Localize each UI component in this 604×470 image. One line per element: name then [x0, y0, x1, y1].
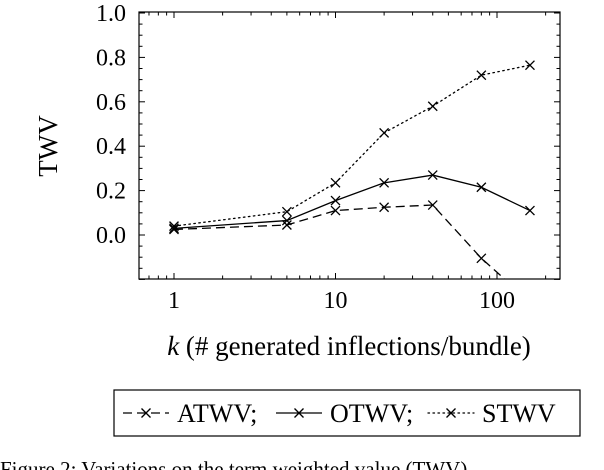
x-axis-title: k (# generated inflections/bundle) — [167, 331, 531, 361]
legend-entry-stwv: STWV — [427, 399, 556, 428]
series-layer — [169, 60, 535, 306]
legend-label-atwv: ATWV; — [177, 399, 257, 428]
data-point-atwv — [281, 220, 292, 230]
data-point-atwv — [525, 297, 534, 306]
legend-label-stwv: STWV — [482, 399, 556, 428]
data-point-atwv — [476, 253, 487, 264]
y-tick-label: 0.8 — [96, 45, 126, 71]
legend-marker-atwv — [141, 408, 151, 418]
series-line-atwv — [173, 204, 506, 279]
legend-items: ATWV; OTWV; STWV — [123, 399, 556, 428]
legend-marker-stwv — [446, 408, 456, 418]
x-tick-label: 10 — [324, 288, 348, 314]
legend-entry-otwv: OTWV; — [276, 399, 413, 428]
data-point-stwv — [379, 127, 390, 138]
legend-entry-atwv: ATWV; — [123, 399, 257, 428]
data-point-stwv — [427, 101, 438, 112]
data-point-otwv — [379, 177, 390, 188]
x-tick-label: 100 — [479, 288, 515, 314]
x-tick-label: 1 — [168, 288, 180, 314]
data-point-stwv — [281, 206, 292, 217]
y-tick-label: 0.2 — [96, 179, 126, 205]
y-tick-labels: 0.0 0.2 0.4 0.6 0.8 1.0 — [96, 1, 126, 249]
data-point-atwv — [330, 205, 341, 216]
y-tick-label: 0.4 — [96, 134, 126, 160]
data-point-otwv — [281, 215, 292, 226]
legend: ATWV; OTWV; STWV — [113, 389, 581, 437]
y-axis-title: TWV — [33, 115, 63, 177]
data-point-otwv — [169, 223, 179, 234]
x-tick-labels: 1 10 100 — [168, 288, 515, 314]
figure-caption: Figure 2: Variations on the term weighte… — [0, 457, 467, 470]
legend-frame — [113, 389, 581, 437]
data-point-stwv — [476, 70, 487, 81]
data-point-stwv — [169, 221, 179, 232]
y-tick-label: 1.0 — [96, 1, 126, 27]
data-point-stwv — [330, 177, 341, 188]
data-point-atwv — [379, 202, 390, 213]
data-point-atwv — [169, 224, 179, 235]
plot-frame — [138, 11, 561, 280]
legend-label-otwv: OTWV; — [330, 399, 413, 428]
legend-marker-otwv — [294, 408, 304, 418]
data-point-stwv — [525, 60, 535, 71]
series-line-stwv — [173, 64, 531, 227]
data-point-otwv — [330, 195, 341, 206]
data-point-otwv — [525, 205, 535, 216]
y-tick-label: 0.6 — [96, 90, 126, 116]
y-tick-label: 0.0 — [96, 223, 126, 249]
x-axis-ticks — [148, 12, 547, 279]
data-point-atwv — [427, 200, 438, 210]
data-point-otwv — [476, 182, 487, 193]
data-point-otwv — [427, 170, 438, 181]
y-axis-ticks — [139, 12, 560, 280]
